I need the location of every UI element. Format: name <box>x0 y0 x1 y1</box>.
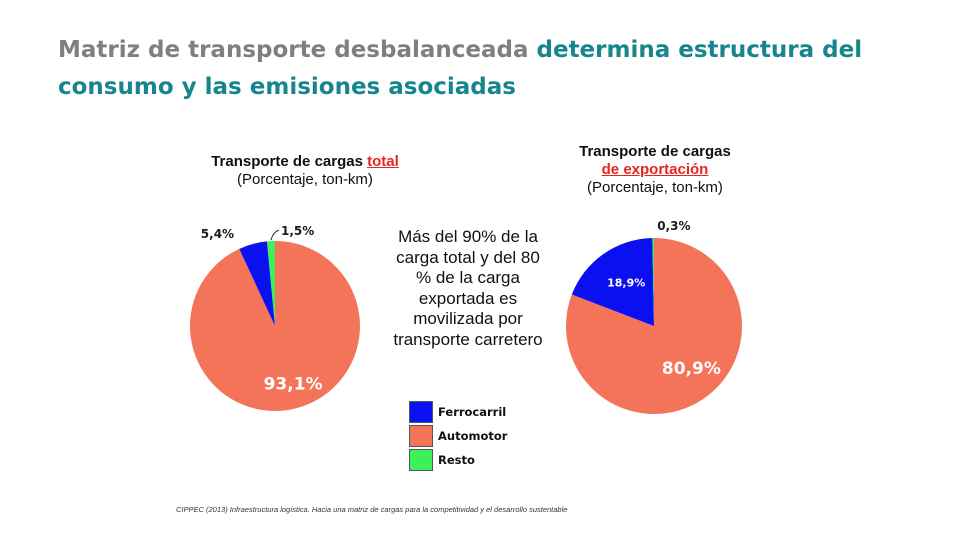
pie-label-resto: 1,5% <box>281 224 314 238</box>
chart-title-export: Transporte de cargas de exportación (Por… <box>540 143 770 197</box>
pie-label-resto: 0,3% <box>657 219 690 233</box>
pie-slice-automotor <box>189 241 360 411</box>
chart-title-total: Transporte de cargas total (Porcentaje, … <box>185 153 425 189</box>
legend-label: Resto <box>438 453 475 467</box>
title-part-gray: Matriz de transporte desbalanceada <box>58 37 529 63</box>
chart-title-prefix: Transporte de cargas <box>579 143 731 160</box>
legend-label: Automotor <box>438 429 508 443</box>
pie-slice-resto <box>652 238 654 326</box>
annotation-text: Más del 90% de la carga total y del 80 %… <box>393 227 543 349</box>
legend-swatch <box>409 449 433 471</box>
callout-leader-line <box>270 229 280 241</box>
pie-slice-ferrocarril <box>571 238 654 326</box>
pie-slice-resto <box>267 241 275 326</box>
pie-chart-export: 80,9% 18,9% 0,3% <box>566 219 743 414</box>
legend-swatch <box>409 401 433 423</box>
pie-label-ferrocarril: 5,4% <box>201 227 234 241</box>
chart-title-highlight: de exportación <box>601 161 709 178</box>
legend-item-ferrocarril: Ferrocarril <box>409 400 507 424</box>
legend: Ferrocarril Automotor Resto <box>409 400 507 472</box>
pie-label-ferrocarril: 18,9% <box>607 276 645 289</box>
chart-title-line: Transporte de cargas total <box>185 153 425 171</box>
source-citation: CIPPEC (2013) Infraestructura logística.… <box>176 505 568 514</box>
title-part-teal: determina estructura del consumo y las e… <box>58 37 863 100</box>
pie-chart-total: 93,1% 5,4% 1,5% <box>189 224 360 411</box>
chart-subtitle: (Porcentaje, ton-km) <box>237 171 373 188</box>
chart-title-prefix: Transporte de cargas <box>211 153 368 170</box>
pie-label-automotor: 80,9% <box>662 359 721 379</box>
legend-item-resto: Resto <box>409 448 507 472</box>
pie-slice-ferrocarril <box>239 241 275 326</box>
chart-title-highlight: total <box>367 153 399 170</box>
legend-label: Ferrocarril <box>438 405 507 419</box>
pie-slice-automotor <box>566 238 743 414</box>
chart-subtitle: (Porcentaje, ton-km) <box>587 179 723 196</box>
legend-swatch <box>409 425 433 447</box>
legend-item-automotor: Automotor <box>409 424 507 448</box>
slide-title: Matriz de transporte desbalanceada deter… <box>58 32 918 106</box>
pie-label-automotor: 93,1% <box>264 375 323 395</box>
